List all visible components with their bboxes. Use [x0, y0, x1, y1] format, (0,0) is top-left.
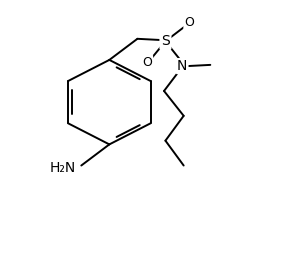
Text: S: S	[161, 34, 170, 48]
Text: O: O	[142, 56, 152, 69]
Text: H₂N: H₂N	[49, 161, 76, 175]
Text: O: O	[184, 16, 194, 29]
Text: N: N	[177, 59, 187, 73]
